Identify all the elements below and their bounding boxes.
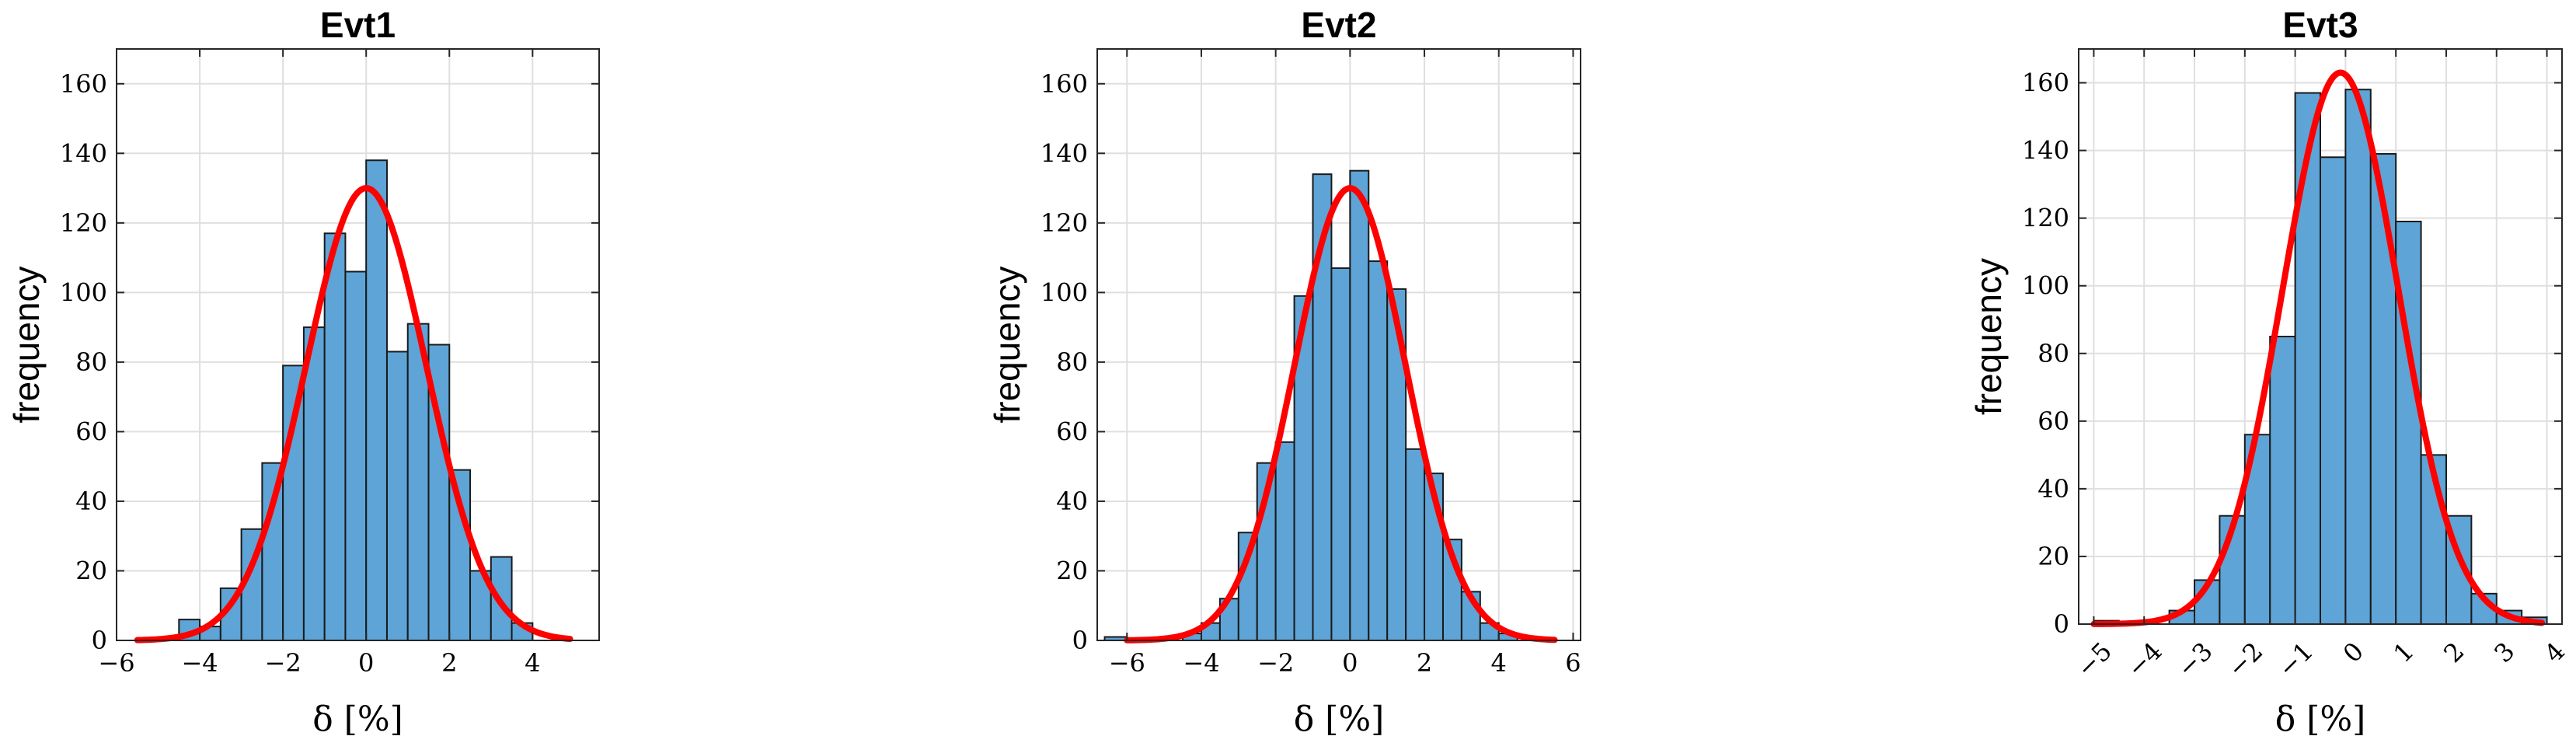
- x-tick-label: −1: [2272, 637, 2319, 683]
- histogram-bar: [282, 365, 305, 641]
- x-tick-label: −2: [2222, 637, 2268, 683]
- x-tick-label: 2: [441, 648, 457, 678]
- chart-1: 0 20 40 60 80 100 120 140 160 −6 −4 −2 0 2 4 Evt1 δ [%] f…: [6, 5, 600, 739]
- histogram-bar: [1349, 169, 1370, 642]
- x-tick-label: 1: [2388, 637, 2420, 668]
- y-tick-label: 80: [75, 347, 107, 377]
- chart-2: 0 20 40 60 80 100 120 140 160 −6 −4 −2 0 2 4 6 Evt2 δ [%]…: [987, 5, 1581, 739]
- x-tick-label: −3: [2171, 637, 2218, 683]
- x-axis-label: δ [%]: [312, 699, 403, 739]
- x-tick-label: 2: [1417, 648, 1432, 678]
- plot-frame: [2078, 48, 2563, 625]
- y-tick-label: 20: [2037, 542, 2069, 571]
- x-tick-label: 4: [1491, 648, 1507, 678]
- x-tick-label: −6: [1109, 648, 1145, 678]
- x-axis-label: δ [%]: [1294, 699, 1385, 739]
- y-tick-label: 100: [60, 277, 107, 307]
- plot-frame: [116, 48, 600, 641]
- y-tick-label: 40: [75, 487, 107, 516]
- y-tick-label: 80: [1056, 347, 1088, 377]
- y-axis-label: frequency: [987, 266, 1027, 423]
- histogram-bar: [365, 159, 388, 641]
- fit-curve: [2090, 69, 2546, 627]
- histogram-bar: [2269, 336, 2296, 625]
- y-tick-label: 120: [1041, 208, 1088, 238]
- x-tick-label: 2: [2438, 637, 2470, 668]
- y-tick-label: 160: [1041, 69, 1088, 99]
- x-tick-label: −2: [1257, 648, 1294, 678]
- histogram-bar: [406, 323, 430, 641]
- chart-title: Evt3: [2282, 5, 2358, 45]
- y-tick-label: 0: [92, 626, 107, 655]
- fit-curve: [1124, 185, 1558, 644]
- y-tick-label: 40: [1056, 487, 1088, 516]
- y-tick-label: 160: [2022, 68, 2069, 98]
- histogram-bar: [344, 270, 368, 641]
- y-tick-label: 120: [60, 208, 107, 238]
- y-tick-label: 140: [1041, 138, 1088, 168]
- histogram-bar: [2294, 92, 2322, 625]
- y-tick-label: 60: [75, 417, 107, 446]
- histogram-bar: [1405, 448, 1426, 642]
- histogram-bar: [323, 232, 347, 641]
- x-tick-label: −4: [2121, 637, 2168, 683]
- y-axis-label: frequency: [1968, 258, 2009, 415]
- x-tick-label: −5: [2071, 637, 2118, 683]
- x-tick-label: 0: [358, 648, 374, 678]
- fit-curve: [134, 185, 573, 644]
- y-tick-label: 140: [60, 138, 107, 168]
- histogram-bar: [2344, 89, 2372, 625]
- x-tick-label: −4: [181, 648, 218, 678]
- y-axis-label: frequency: [6, 266, 47, 423]
- x-tick-label: 6: [1565, 648, 1581, 678]
- y-tick-label: 60: [1056, 417, 1088, 446]
- x-tick-label: −4: [1183, 648, 1219, 678]
- y-tick-label: 0: [2054, 609, 2069, 639]
- histogram-bar: [2320, 156, 2347, 625]
- x-tick-label: 0: [2337, 637, 2369, 668]
- histogram-bar: [1330, 267, 1351, 641]
- chart-title: Evt2: [1301, 5, 1376, 45]
- x-tick-label: −6: [98, 648, 134, 678]
- x-tick-label: 4: [2539, 637, 2571, 668]
- plot-frame: [1096, 48, 1581, 641]
- y-tick-label: 100: [2022, 271, 2069, 301]
- y-tick-label: 100: [1041, 277, 1088, 307]
- histogram-bar: [261, 462, 284, 642]
- histogram-bar: [385, 351, 409, 641]
- y-tick-label: 20: [1056, 556, 1088, 585]
- y-tick-label: 0: [1072, 626, 1088, 655]
- y-tick-label: 140: [2022, 136, 2069, 166]
- y-tick-label: 40: [2037, 474, 2069, 504]
- y-tick-label: 20: [75, 556, 107, 585]
- y-tick-label: 160: [60, 69, 107, 99]
- y-tick-label: 120: [2022, 204, 2069, 233]
- x-tick-label: −2: [265, 648, 302, 678]
- x-tick-label: 0: [1342, 648, 1358, 678]
- chart-title: Evt1: [320, 5, 396, 45]
- histogram-bar: [1274, 441, 1295, 642]
- y-tick-label: 60: [2037, 406, 2069, 436]
- histogram-bar: [1368, 260, 1389, 641]
- x-tick-label: 4: [525, 648, 540, 678]
- x-tick-label: 3: [2488, 637, 2520, 668]
- histogram-bar: [2369, 152, 2397, 626]
- y-tick-label: 80: [2037, 339, 2069, 368]
- x-axis-label: δ [%]: [2275, 699, 2366, 739]
